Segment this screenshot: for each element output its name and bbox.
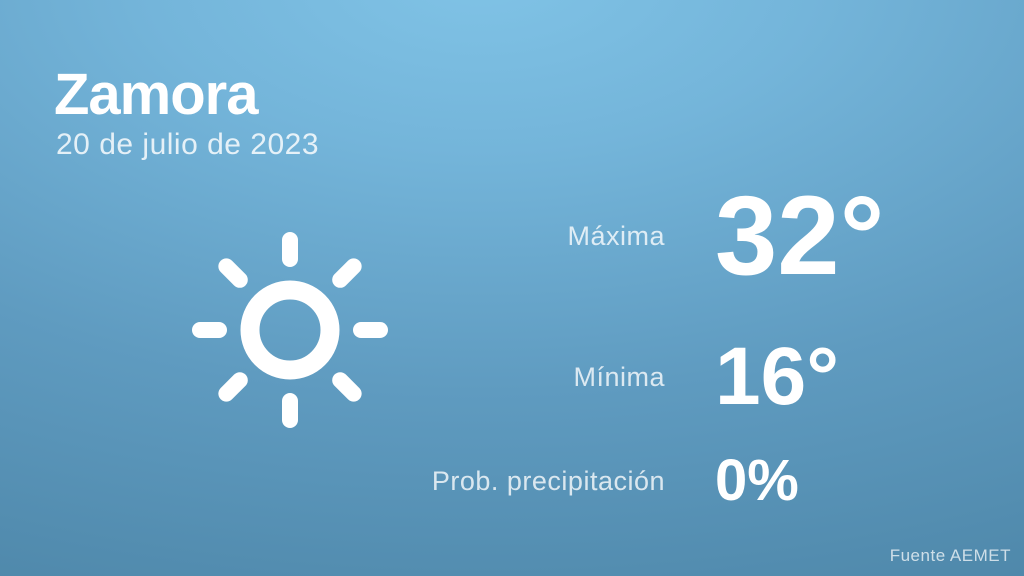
sun-icon xyxy=(190,230,390,430)
metric-row-maxima: Máxima 32° xyxy=(400,180,1000,292)
maxima-label: Máxima xyxy=(567,220,665,251)
precipitation-value: 0% xyxy=(715,448,799,513)
maxima-value: 32° xyxy=(715,173,885,298)
precipitation-label: Prob. precipitación xyxy=(431,465,665,496)
minima-value: 16° xyxy=(715,331,840,422)
location-title: Zamora xyxy=(54,62,259,127)
minima-label: Mínima xyxy=(573,361,665,392)
forecast-date: 20 de julio de 2023 xyxy=(56,128,320,161)
source-attribution: Fuente AEMET xyxy=(889,546,1011,565)
metric-row-minima: Mínima 16° xyxy=(400,336,1000,418)
metric-row-precipitation: Prob. precipitación 0% xyxy=(400,452,1000,510)
